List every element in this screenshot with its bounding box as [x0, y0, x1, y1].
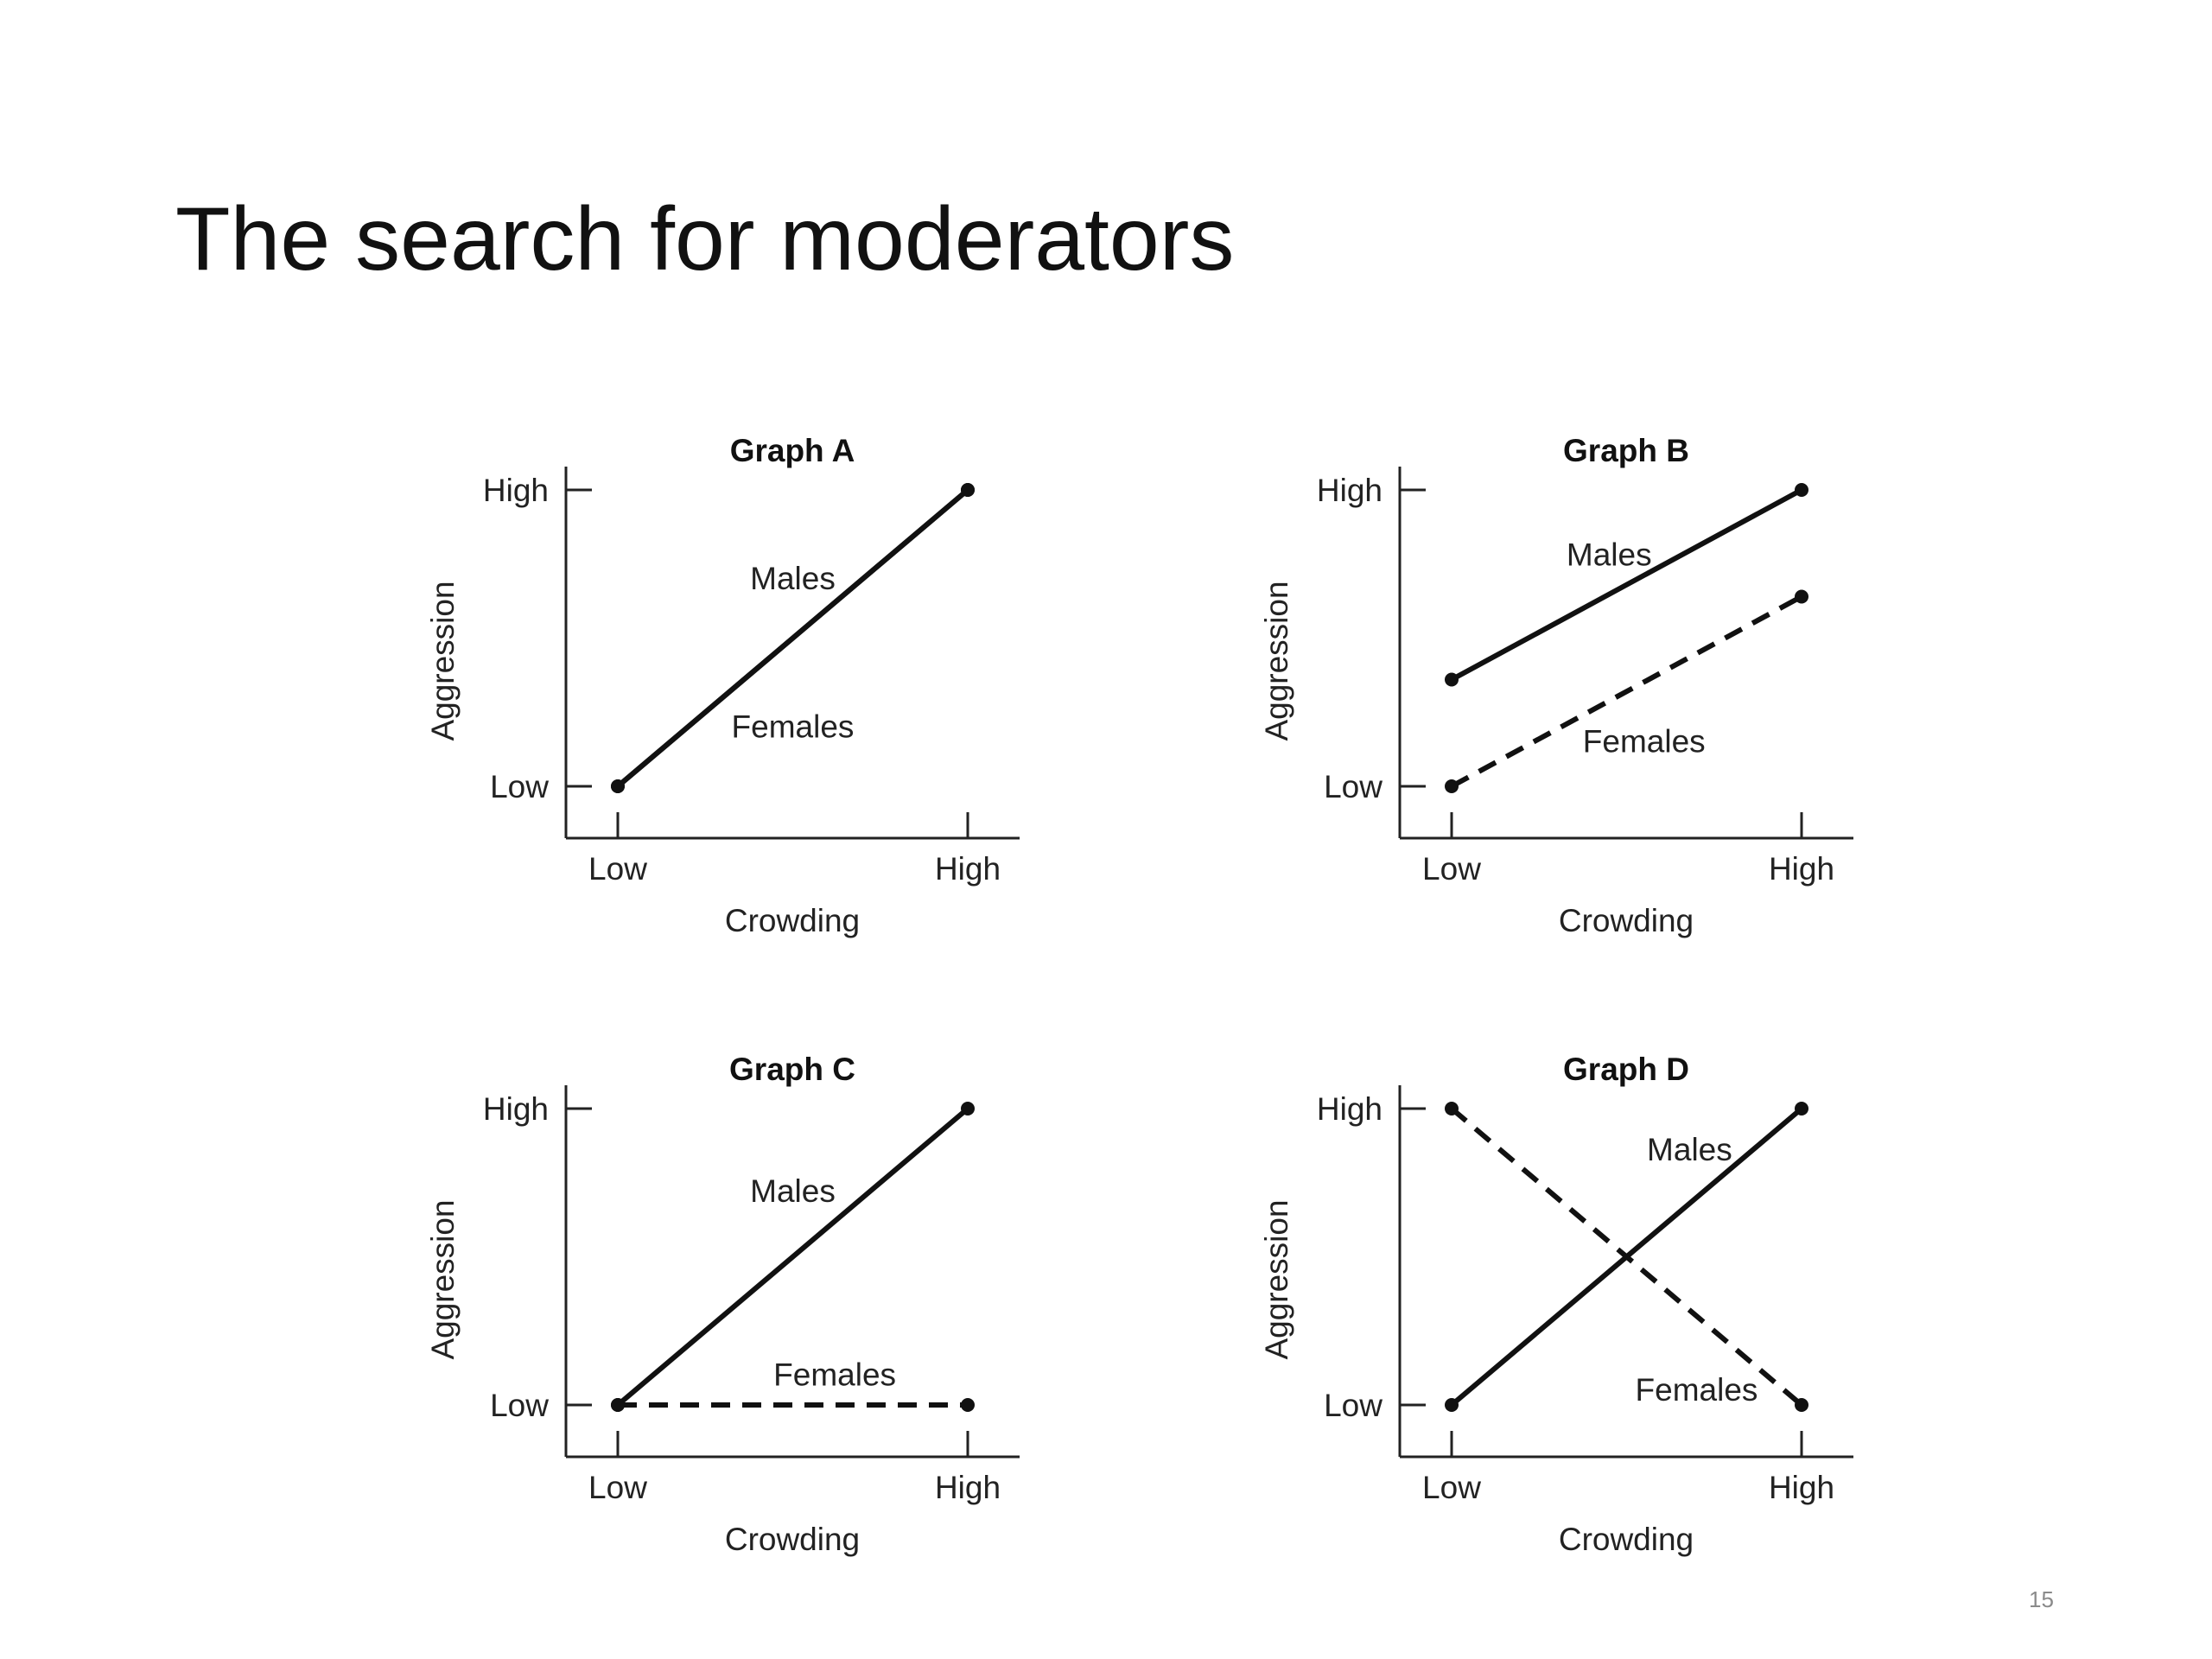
- data-point-males: [961, 1102, 975, 1116]
- data-point-males: [1445, 672, 1459, 687]
- series-label: Males: [1647, 1132, 1732, 1167]
- series-label: Females: [732, 709, 855, 744]
- slide-title: The search for moderators: [175, 189, 1235, 289]
- chart-panel-b: Graph B Low High Low High Crowding Aggression M…: [1259, 433, 1853, 938]
- data-point-females: [1445, 1102, 1459, 1116]
- x-tick-label: High: [1769, 1470, 1834, 1505]
- y-tick-label: High: [483, 1091, 549, 1127]
- y-tick-label: High: [1317, 473, 1382, 508]
- x-tick-label: High: [935, 1470, 1001, 1505]
- chart-panel-c: Graph C Low High Low High Crowding Aggression M…: [425, 1052, 1020, 1557]
- chart-title: Graph C: [729, 1052, 855, 1087]
- chart-title: Graph A: [730, 433, 855, 468]
- y-tick-label: High: [483, 473, 549, 508]
- x-tick-label: Low: [1422, 1470, 1481, 1505]
- x-tick-label: High: [1769, 851, 1834, 887]
- x-tick-label: High: [935, 851, 1001, 887]
- chart-title: Graph B: [1563, 433, 1689, 468]
- x-axis-label: Crowding: [1559, 903, 1694, 938]
- y-tick-label: Low: [1324, 769, 1382, 804]
- x-axis-label: Crowding: [725, 1522, 860, 1557]
- series-label: Females: [1636, 1372, 1758, 1408]
- data-point-males: [1795, 483, 1808, 497]
- x-axis-label: Crowding: [725, 903, 860, 938]
- y-tick-label: Low: [1324, 1388, 1382, 1423]
- series-label: Females: [1583, 724, 1706, 760]
- x-tick-label: Low: [588, 1470, 647, 1505]
- data-point-females: [1795, 1398, 1808, 1412]
- series-line-females: [616, 487, 969, 789]
- y-axis-label: Aggression: [1259, 581, 1294, 741]
- chart-panel-d: Graph D Low High Low High Crowding Aggression M…: [1259, 1052, 1853, 1557]
- y-tick-label: Low: [490, 1388, 549, 1423]
- data-point-males: [1795, 1102, 1808, 1116]
- series-label: Males: [750, 561, 836, 596]
- x-tick-label: Low: [1422, 851, 1481, 887]
- y-axis-label: Aggression: [1259, 1199, 1294, 1359]
- y-tick-label: Low: [490, 769, 549, 804]
- chart-title: Graph D: [1563, 1052, 1689, 1087]
- series-label: Females: [773, 1357, 896, 1393]
- data-point-females: [1795, 589, 1808, 604]
- series-line-females: [1450, 594, 1803, 789]
- series-line-males: [1450, 487, 1803, 683]
- series-line-males: [616, 1106, 969, 1408]
- data-point-males: [1445, 1398, 1459, 1412]
- x-axis-label: Crowding: [1559, 1522, 1694, 1557]
- data-point-females: [611, 779, 625, 793]
- data-point-females: [611, 1398, 625, 1412]
- data-point-females: [961, 483, 975, 497]
- y-axis-label: Aggression: [425, 581, 461, 741]
- series-label: Males: [750, 1173, 836, 1209]
- slide-number: 15: [2029, 1586, 2054, 1612]
- series-line-females: [1450, 1106, 1803, 1408]
- chart-panel-a: Graph A Low High Low High Crowding Aggression M…: [425, 433, 1020, 938]
- x-tick-label: Low: [588, 851, 647, 887]
- series-label: Males: [1567, 537, 1652, 572]
- data-point-females: [961, 1398, 975, 1412]
- y-axis-label: Aggression: [425, 1199, 461, 1359]
- y-tick-label: High: [1317, 1091, 1382, 1127]
- data-point-females: [1445, 779, 1459, 793]
